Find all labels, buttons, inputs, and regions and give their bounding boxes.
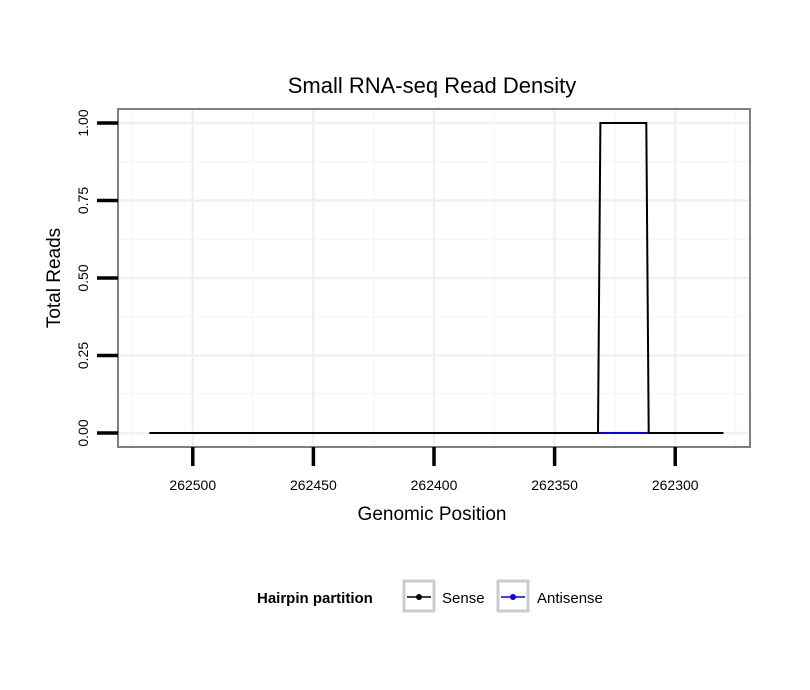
y-tick-label: 0.75	[75, 187, 91, 214]
y-axis: 0.00 0.25 0.50 0.75 1.00	[75, 109, 118, 447]
y-tick-label: 1.00	[75, 109, 91, 136]
y-axis-title: Total Reads	[44, 228, 65, 328]
x-tick-label: 262300	[652, 477, 699, 493]
series-lines	[149, 122, 724, 434]
legend-item-antisense: Antisense	[496, 579, 603, 613]
x-tick-label: 262500	[169, 477, 216, 493]
y-tick-label: 0.50	[75, 264, 91, 291]
legend: Hairpin partition Sense Antisense	[257, 579, 603, 613]
chart-title: Small RNA-seq Read Density	[288, 73, 577, 98]
series-line-sense	[149, 122, 724, 434]
y-tick-label: 0.25	[75, 342, 91, 369]
x-tick-label: 262400	[411, 477, 458, 493]
legend-item-sense: Sense	[402, 579, 485, 613]
legend-point-sense	[416, 594, 422, 600]
x-tick-label: 262350	[531, 477, 578, 493]
x-axis: 262500 262450 262400 262350 262300	[169, 447, 699, 493]
x-axis-title: Genomic Position	[358, 504, 507, 525]
legend-label-sense: Sense	[442, 590, 485, 607]
x-tick-label: 262450	[290, 477, 337, 493]
legend-label-antisense: Antisense	[537, 590, 603, 607]
legend-title: Hairpin partition	[257, 590, 373, 607]
y-tick-label: 0.00	[75, 419, 91, 446]
legend-point-antisense	[510, 594, 516, 600]
